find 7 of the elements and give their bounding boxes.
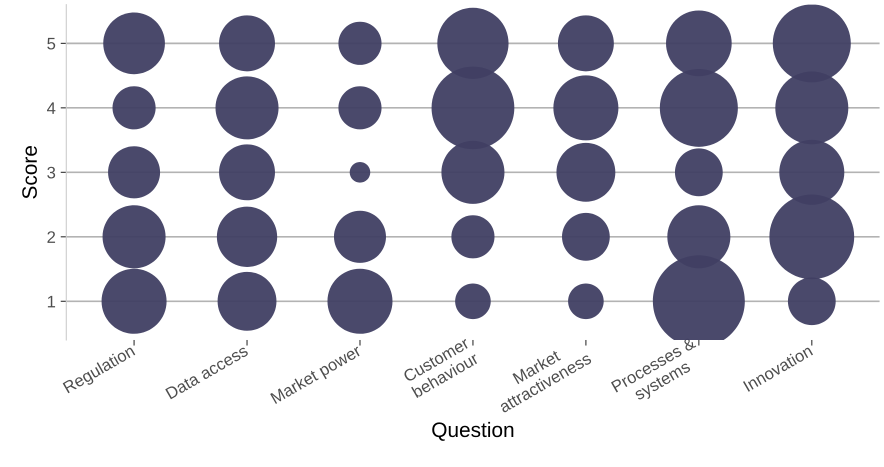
y-tick-label: 3 bbox=[47, 166, 56, 179]
x-axis-title: Question bbox=[432, 422, 514, 441]
y-axis-title: Score bbox=[22, 146, 37, 199]
y-tick-label: 4 bbox=[47, 102, 56, 114]
y-tick-label: 5 bbox=[47, 38, 56, 50]
y-tick-label: 2 bbox=[47, 231, 56, 243]
y-tick-label: 1 bbox=[48, 296, 56, 308]
